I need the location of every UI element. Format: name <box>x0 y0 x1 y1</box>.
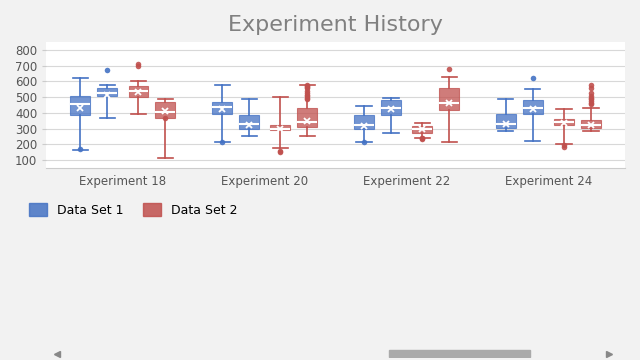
Bar <box>554 119 574 125</box>
Bar <box>523 100 543 114</box>
Bar <box>581 120 601 128</box>
Bar <box>389 350 530 357</box>
Legend: Data Set 1, Data Set 2: Data Set 1, Data Set 2 <box>24 198 243 222</box>
Title: Experiment History: Experiment History <box>228 15 443 35</box>
Bar <box>212 102 232 114</box>
Bar <box>381 100 401 115</box>
Bar <box>439 88 459 110</box>
Bar <box>270 125 291 130</box>
Bar <box>496 114 516 128</box>
Bar <box>156 102 175 118</box>
Bar <box>70 96 90 115</box>
Bar <box>239 115 259 129</box>
Bar <box>129 86 148 97</box>
Bar <box>412 126 432 133</box>
Bar <box>298 108 317 127</box>
Bar <box>354 115 374 129</box>
Bar <box>97 89 117 96</box>
